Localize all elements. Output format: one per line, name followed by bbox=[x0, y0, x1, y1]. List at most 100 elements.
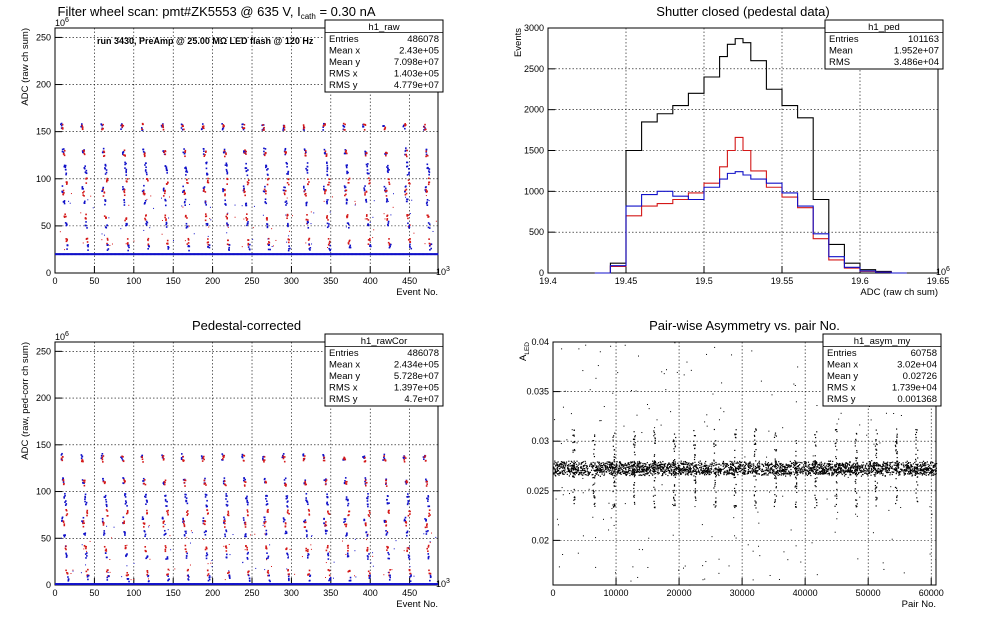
baseline-point bbox=[66, 583, 69, 586]
data-point bbox=[307, 555, 309, 557]
baseline-point bbox=[334, 583, 336, 586]
baseline-point bbox=[95, 253, 97, 256]
data-point bbox=[426, 190, 428, 192]
data-point bbox=[242, 517, 245, 519]
data-point bbox=[616, 474, 618, 476]
baseline-point bbox=[299, 253, 302, 256]
data-point bbox=[184, 192, 186, 195]
baseline-point bbox=[287, 583, 289, 586]
data-point bbox=[424, 123, 426, 126]
data-point bbox=[286, 505, 288, 507]
baseline-point bbox=[310, 253, 312, 256]
data-point bbox=[748, 464, 750, 466]
data-point bbox=[859, 466, 861, 468]
baseline-point bbox=[86, 583, 88, 586]
baseline-point bbox=[240, 253, 243, 256]
data-point bbox=[326, 174, 329, 177]
baseline-point bbox=[355, 583, 357, 586]
data-point bbox=[388, 244, 391, 246]
baseline-point bbox=[84, 253, 86, 256]
data-point bbox=[345, 535, 347, 537]
baseline-point bbox=[245, 253, 247, 256]
data-point bbox=[81, 459, 84, 462]
data-point bbox=[234, 204, 236, 206]
data-point bbox=[718, 471, 720, 473]
data-point bbox=[690, 467, 692, 470]
data-point bbox=[264, 198, 267, 201]
data-point bbox=[143, 184, 145, 187]
data-point bbox=[428, 170, 430, 172]
data-point bbox=[843, 471, 845, 473]
baseline-point bbox=[215, 253, 217, 256]
data-point bbox=[382, 459, 384, 461]
data-point bbox=[61, 459, 64, 462]
baseline-point bbox=[151, 253, 153, 256]
data-point bbox=[931, 471, 933, 473]
data-points bbox=[55, 122, 439, 256]
data-point bbox=[267, 168, 269, 170]
data-point bbox=[143, 482, 145, 485]
baseline-point bbox=[236, 583, 239, 586]
baseline-point bbox=[158, 583, 160, 586]
data-point bbox=[141, 516, 144, 518]
data-point bbox=[757, 463, 759, 465]
baseline-point bbox=[315, 583, 318, 586]
data-point bbox=[302, 457, 305, 460]
data-point bbox=[428, 512, 430, 515]
data-point bbox=[64, 164, 67, 167]
data-point bbox=[348, 570, 350, 572]
data-point bbox=[368, 515, 371, 517]
data-point bbox=[935, 460, 937, 462]
baseline-point bbox=[75, 253, 77, 256]
data-point bbox=[560, 472, 562, 474]
data-point bbox=[366, 535, 369, 537]
baseline-point bbox=[71, 253, 73, 256]
data-point bbox=[184, 151, 187, 153]
data-point bbox=[302, 127, 305, 130]
baseline-point bbox=[181, 583, 184, 586]
data-point bbox=[388, 169, 390, 171]
baseline-point bbox=[210, 583, 212, 586]
data-point bbox=[428, 200, 430, 202]
data-point bbox=[323, 200, 325, 202]
data-point bbox=[204, 151, 207, 153]
x-tick-label: 250 bbox=[245, 588, 260, 598]
data-point bbox=[180, 458, 183, 461]
data-point bbox=[631, 464, 633, 466]
baseline-point bbox=[212, 583, 215, 586]
data-point bbox=[838, 468, 840, 470]
stats-box-frame bbox=[324, 333, 444, 407]
baseline-point bbox=[366, 583, 368, 586]
data-point bbox=[425, 478, 427, 481]
baseline-point bbox=[134, 253, 136, 256]
data-point bbox=[162, 455, 165, 457]
data-point bbox=[927, 465, 930, 467]
data-point bbox=[618, 462, 621, 464]
data-point bbox=[580, 471, 583, 474]
data-point bbox=[83, 481, 86, 483]
baseline-point bbox=[419, 253, 421, 256]
data-point bbox=[325, 562, 327, 564]
data-point bbox=[302, 124, 305, 126]
data-point bbox=[266, 226, 269, 229]
baseline-point bbox=[351, 583, 353, 586]
x-tick-label: 10000 bbox=[604, 588, 629, 598]
data-point bbox=[886, 469, 888, 471]
data-point bbox=[306, 172, 309, 174]
baseline-point bbox=[280, 253, 283, 256]
data-point bbox=[751, 463, 753, 465]
baseline-point bbox=[201, 253, 203, 256]
data-point bbox=[758, 465, 760, 467]
data-point bbox=[126, 505, 128, 507]
baseline-point bbox=[81, 253, 83, 256]
baseline-point bbox=[299, 583, 302, 586]
y-tick-label: 2500 bbox=[524, 64, 544, 74]
data-point bbox=[345, 198, 348, 201]
data-point bbox=[125, 162, 127, 165]
data-point bbox=[102, 534, 105, 536]
data-point bbox=[585, 467, 587, 469]
data-point bbox=[910, 469, 912, 472]
data-point bbox=[819, 472, 822, 474]
data-point bbox=[882, 474, 884, 476]
data-point bbox=[921, 474, 923, 476]
